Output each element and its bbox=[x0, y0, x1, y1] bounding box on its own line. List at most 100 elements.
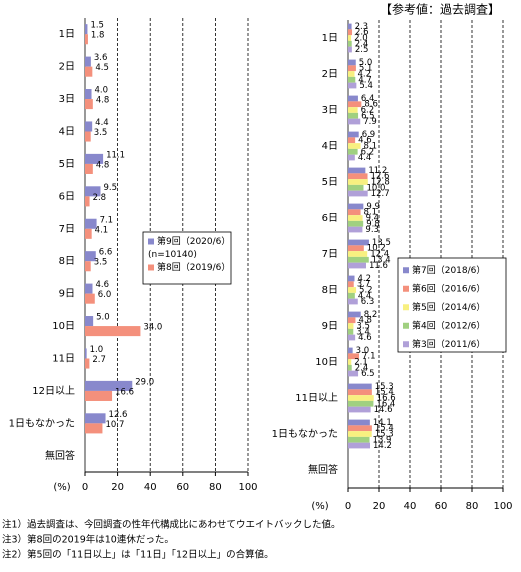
value-label: 10.7 bbox=[105, 420, 124, 430]
value-label: 12.6 bbox=[109, 410, 128, 420]
y-tick-label: 2日 bbox=[322, 69, 338, 80]
y-tick-label: 8日 bbox=[322, 285, 338, 296]
bar bbox=[348, 245, 364, 252]
bar bbox=[85, 380, 133, 391]
y-tick-label: 9日 bbox=[59, 289, 75, 300]
value-label: 4.6 bbox=[358, 333, 372, 343]
value-label: 4.5 bbox=[95, 63, 109, 73]
value-label: 2.7 bbox=[92, 355, 106, 365]
value-label: 5.2 bbox=[359, 286, 373, 296]
bar bbox=[348, 353, 360, 360]
value-label: 14.1 bbox=[373, 418, 392, 428]
bar bbox=[348, 364, 352, 371]
y-tick-label: 10日 bbox=[315, 357, 338, 368]
value-label: 6.3 bbox=[361, 297, 375, 307]
bar bbox=[85, 423, 103, 434]
y-tick-label: 10日 bbox=[52, 321, 75, 332]
bar bbox=[348, 370, 359, 377]
value-label: 2.0 bbox=[354, 34, 368, 44]
value-label: 2.4 bbox=[355, 39, 369, 49]
bar bbox=[348, 347, 353, 354]
value-label: 9.5 bbox=[103, 183, 117, 193]
bar bbox=[348, 29, 353, 36]
value-label: 3.5 bbox=[94, 258, 108, 268]
value-label: 4.1 bbox=[95, 225, 109, 235]
bar bbox=[348, 328, 354, 335]
bar bbox=[348, 298, 358, 305]
y-tick-label: 1日もなかった bbox=[9, 417, 75, 429]
bar bbox=[348, 179, 368, 185]
y-tick-label: 4日 bbox=[59, 127, 75, 138]
value-label: 13.5 bbox=[372, 238, 391, 248]
bar bbox=[85, 24, 88, 35]
bar bbox=[348, 220, 364, 227]
legend-swatch bbox=[148, 238, 154, 245]
bar bbox=[348, 389, 372, 396]
value-label: 5.1 bbox=[359, 64, 373, 74]
bar bbox=[348, 59, 356, 66]
bar bbox=[348, 184, 364, 191]
value-label: 4.4 bbox=[95, 118, 109, 128]
y-tick-label: 7日 bbox=[59, 224, 75, 235]
value-label: 3.5 bbox=[356, 322, 370, 332]
bar bbox=[348, 46, 352, 53]
value-label: 8.2 bbox=[364, 310, 378, 320]
bar bbox=[348, 419, 370, 426]
value-label: 5.0 bbox=[359, 58, 373, 68]
axis-label: (%) bbox=[311, 501, 328, 512]
bar bbox=[85, 56, 91, 67]
legend-box bbox=[397, 257, 507, 353]
legend-swatch bbox=[148, 264, 154, 271]
value-label: 15.3 bbox=[375, 382, 394, 392]
bar bbox=[85, 390, 113, 401]
value-label: 11.2 bbox=[368, 166, 387, 176]
bar bbox=[348, 143, 361, 149]
bar bbox=[348, 95, 358, 102]
value-label: 6.6 bbox=[99, 248, 113, 258]
bar bbox=[348, 239, 369, 246]
bar bbox=[348, 256, 369, 263]
legend-label: 第7回（2018/6） bbox=[412, 264, 485, 276]
value-label: 2.6 bbox=[355, 28, 369, 38]
value-label: 15.4 bbox=[375, 388, 394, 398]
y-tick-label: 12日以上 bbox=[32, 385, 75, 397]
bar bbox=[348, 101, 362, 108]
bar bbox=[348, 334, 356, 341]
value-label: 12.8 bbox=[371, 178, 390, 188]
value-label: 2.3 bbox=[355, 22, 369, 32]
bar bbox=[348, 359, 352, 365]
x-tick-label: 60 bbox=[435, 501, 448, 512]
legend-label: 第6回（2016/6） bbox=[412, 282, 485, 294]
bar bbox=[348, 148, 358, 155]
legend-label: 第4回（2012/6） bbox=[412, 319, 485, 331]
legend-swatch bbox=[403, 341, 409, 348]
x-tick-label: 0 bbox=[82, 482, 88, 493]
bar bbox=[348, 203, 364, 210]
bar bbox=[85, 251, 96, 262]
x-tick-label: 40 bbox=[144, 482, 157, 493]
value-label: 6.5 bbox=[361, 111, 375, 121]
value-label: 14.6 bbox=[374, 405, 393, 415]
value-label: 2.4 bbox=[355, 363, 369, 373]
value-label: 3.5 bbox=[94, 128, 108, 138]
bar bbox=[85, 293, 95, 304]
bar bbox=[85, 131, 91, 142]
note: 注2）第5回の「11日以上」は「11日」「12日以上」の合算値。 bbox=[2, 549, 274, 561]
value-label: 8.1 bbox=[364, 208, 378, 218]
value-label: 4.4 bbox=[358, 153, 372, 163]
chart-title: 【参考値：過去調査】 bbox=[380, 2, 500, 17]
bar bbox=[85, 89, 92, 100]
value-label: 6.5 bbox=[361, 369, 375, 379]
bar bbox=[85, 34, 88, 45]
bar bbox=[85, 228, 92, 239]
y-tick-label: 8日 bbox=[59, 256, 75, 267]
x-tick-label: 100 bbox=[493, 501, 512, 512]
y-tick-label: 6日 bbox=[322, 213, 338, 224]
x-tick-label: 0 bbox=[345, 501, 351, 512]
legend-box bbox=[142, 231, 232, 285]
bar bbox=[348, 251, 368, 257]
bar bbox=[348, 406, 371, 413]
value-label: 9.4 bbox=[366, 214, 380, 224]
bar bbox=[85, 283, 93, 294]
